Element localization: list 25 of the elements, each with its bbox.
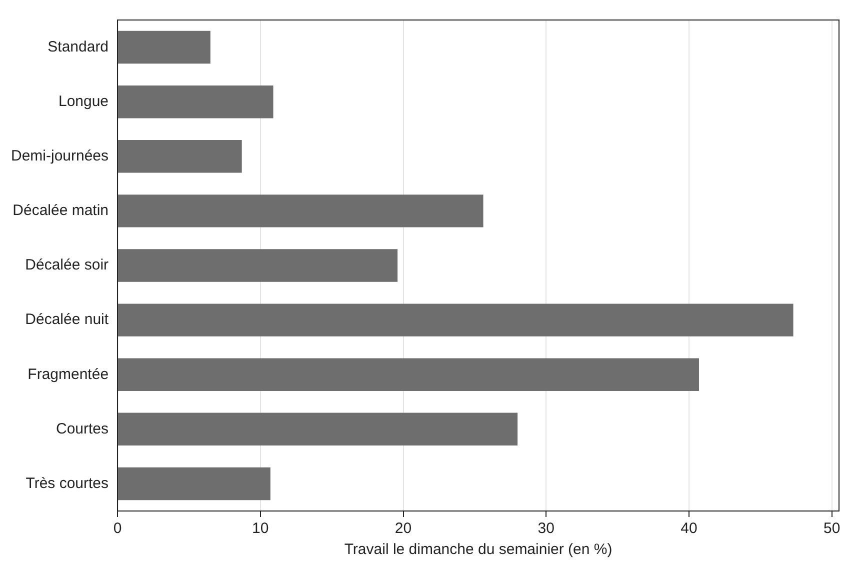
x-tick-label: 50 (824, 520, 840, 538)
y-tick-label: Décalée matin (12, 202, 109, 220)
bar (118, 85, 274, 118)
y-tick-label: Standard (48, 38, 109, 56)
y-tick-label: Longue (58, 92, 109, 110)
bar (118, 30, 210, 64)
bar (118, 194, 484, 228)
y-tick-label: Fragmentée (28, 366, 109, 383)
bar (118, 140, 242, 173)
y-tick-label: Très courtes (26, 474, 109, 492)
x-axis-title: Travail le dimanche du semainier (en %) (344, 541, 612, 558)
bar (118, 467, 270, 500)
x-tick-label: 30 (538, 520, 554, 538)
y-tick-label: Courtes (56, 420, 109, 438)
x-tick-label: 0 (113, 520, 122, 538)
bar (118, 304, 794, 336)
x-tick-label: 10 (252, 520, 269, 538)
y-tick-label: Demi-journées (10, 148, 109, 165)
y-tick-label: Décalée soir (25, 256, 109, 274)
bar (118, 249, 398, 282)
x-tick-label: 20 (394, 520, 412, 538)
bar (118, 358, 699, 391)
y-tick-label: Décalée nuit (25, 311, 110, 328)
bar (118, 412, 518, 446)
x-tick-label: 40 (680, 520, 698, 538)
